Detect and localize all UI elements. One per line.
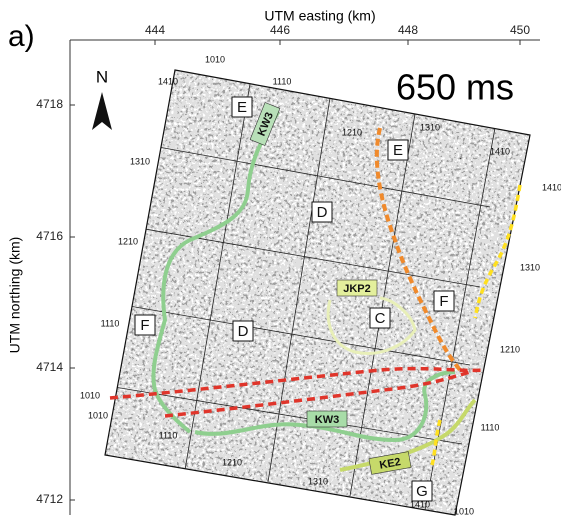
line-number: 1310 <box>420 122 440 132</box>
north-arrow <box>92 92 112 130</box>
line-number: 1110 <box>159 430 178 440</box>
x-axis-title: UTM easting (km) <box>264 8 375 24</box>
time-label: 650 ms <box>396 67 514 108</box>
x-tick-label: 446 <box>270 23 290 37</box>
y-tick-label: 4714 <box>36 360 63 374</box>
y-axis-title: UTM northing (km) <box>7 237 23 354</box>
horizon-label: KW3 <box>315 414 339 426</box>
north-label: N <box>96 67 108 86</box>
line-number: 1110 <box>101 318 120 328</box>
line-number: 1210 <box>118 236 138 246</box>
panel-label: a) <box>8 20 35 53</box>
horizon-tag: JKP2 <box>337 280 377 296</box>
line-number: 1010 <box>454 506 474 516</box>
line-number: 1010 <box>88 410 108 420</box>
line-number: 1310 <box>308 476 328 486</box>
figure: N a) UTM easting (km) UTM northing (km) … <box>0 0 561 524</box>
line-number: 1210 <box>500 344 520 354</box>
line-number: 1310 <box>130 156 150 166</box>
line-number: 1410 <box>542 182 561 192</box>
line-number: 1110 <box>273 76 292 86</box>
region-label: E <box>237 99 247 116</box>
region-label: E <box>393 142 403 159</box>
line-number: 1410 <box>158 76 178 86</box>
line-number: 1410 <box>490 146 510 156</box>
x-tick-label: 444 <box>145 23 165 37</box>
line-number: 1110 <box>481 422 500 432</box>
y-tick-label: 4716 <box>36 229 63 243</box>
region-label: F <box>439 293 448 310</box>
region-label: G <box>416 483 428 500</box>
line-number: 1010 <box>205 54 225 64</box>
line-number: 1210 <box>222 457 242 467</box>
region-label: F <box>140 317 149 334</box>
x-tick-label: 450 <box>510 23 530 37</box>
y-tick-label: 4718 <box>36 97 63 111</box>
horizon-label: JKP2 <box>343 283 371 295</box>
x-tick-label: 448 <box>398 23 418 37</box>
line-number: 1010 <box>80 390 100 400</box>
region-label: C <box>375 310 386 327</box>
horizon-tag: KW3 <box>307 411 347 427</box>
line-number: 1310 <box>520 262 540 272</box>
line-number: 1210 <box>342 127 362 137</box>
region-label: D <box>238 323 249 340</box>
y-tick-label: 4712 <box>36 492 63 506</box>
region-label: D <box>317 204 328 221</box>
